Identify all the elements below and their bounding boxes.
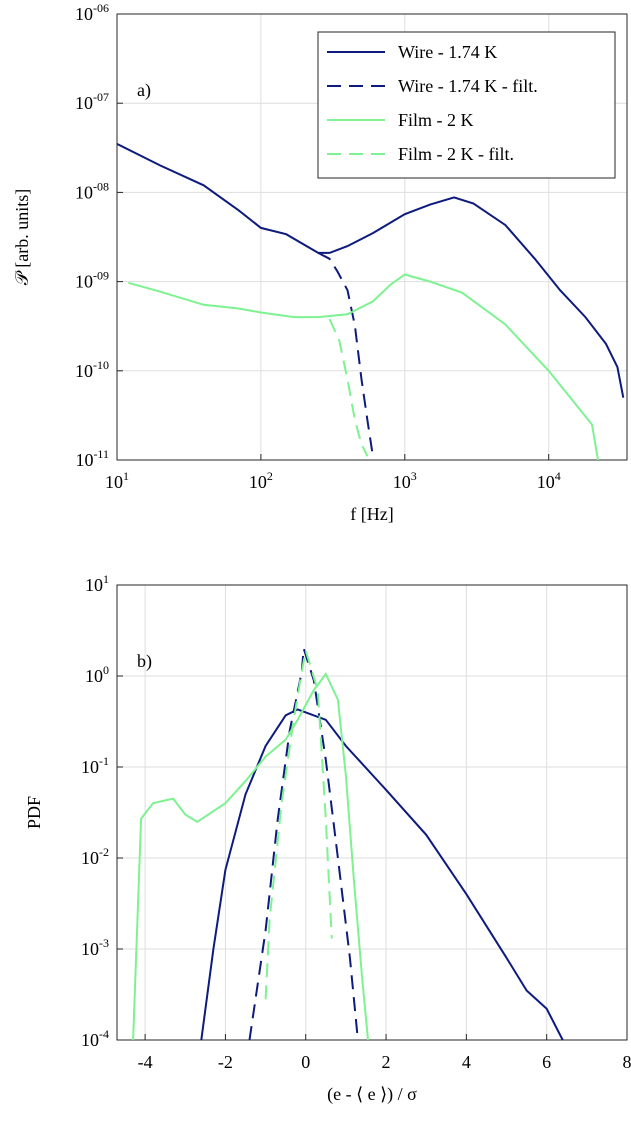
x-tick-label: 4 bbox=[462, 1052, 471, 1072]
y-tick-label: 101 bbox=[85, 572, 109, 595]
series-line bbox=[248, 648, 359, 1040]
x-axis-label: f [Hz] bbox=[350, 504, 393, 524]
y-tick-label: 10-07 bbox=[75, 90, 109, 113]
annotation: b) bbox=[137, 651, 152, 672]
x-tick-label: -4 bbox=[138, 1052, 153, 1072]
plot-area bbox=[117, 585, 627, 1040]
y-tick-label: 10-1 bbox=[81, 754, 109, 777]
x-tick-label: -2 bbox=[218, 1052, 233, 1072]
series-group bbox=[117, 143, 625, 460]
axes-frame bbox=[116, 13, 628, 461]
y-tick-label: 10-08 bbox=[75, 179, 109, 202]
x-tick-label: 0 bbox=[301, 1052, 310, 1072]
y-tick-label: 100 bbox=[85, 663, 109, 686]
axes-frame bbox=[116, 584, 628, 1041]
y-tick-label: 10-09 bbox=[75, 269, 109, 292]
series-group bbox=[132, 648, 564, 1040]
legend-label: Film - 2 K - filt. bbox=[398, 144, 514, 164]
y-tick-label: 10-4 bbox=[81, 1027, 109, 1050]
x-tick-label: 103 bbox=[393, 469, 417, 492]
x-tick-label: 8 bbox=[623, 1052, 631, 1072]
x-tick-label: 2 bbox=[382, 1052, 391, 1072]
series-line bbox=[264, 650, 333, 1000]
legend-label: Wire - 1.74 K bbox=[398, 42, 497, 62]
x-tick-label: 6 bbox=[542, 1052, 551, 1072]
annotation: a) bbox=[137, 80, 151, 101]
y-axis-label: PDF bbox=[24, 796, 44, 829]
legend-box bbox=[317, 31, 616, 179]
y-tick-label: 10-10 bbox=[75, 358, 109, 381]
y-tick-label: 10-2 bbox=[81, 845, 109, 868]
y-tick-label: 10-06 bbox=[75, 1, 109, 24]
x-tick-label: 104 bbox=[537, 469, 561, 492]
x-tick-label: 101 bbox=[105, 469, 129, 492]
series-line bbox=[117, 143, 625, 398]
y-tick-label: 10-11 bbox=[75, 447, 109, 470]
series-line bbox=[132, 672, 369, 1040]
legend-label: Film - 2 K bbox=[398, 110, 474, 130]
series-line bbox=[200, 708, 564, 1040]
y-axis-label: 𝒫 [arb. units] bbox=[12, 189, 32, 285]
x-tick-label: 102 bbox=[249, 469, 273, 492]
series-line bbox=[317, 252, 374, 457]
x-axis-label: (e - ⟨ e ⟩) / σ bbox=[327, 1084, 417, 1105]
legend-label: Wire - 1.74 K - filt. bbox=[398, 76, 538, 96]
y-tick-label: 10-3 bbox=[81, 936, 109, 959]
series-line bbox=[128, 273, 599, 460]
